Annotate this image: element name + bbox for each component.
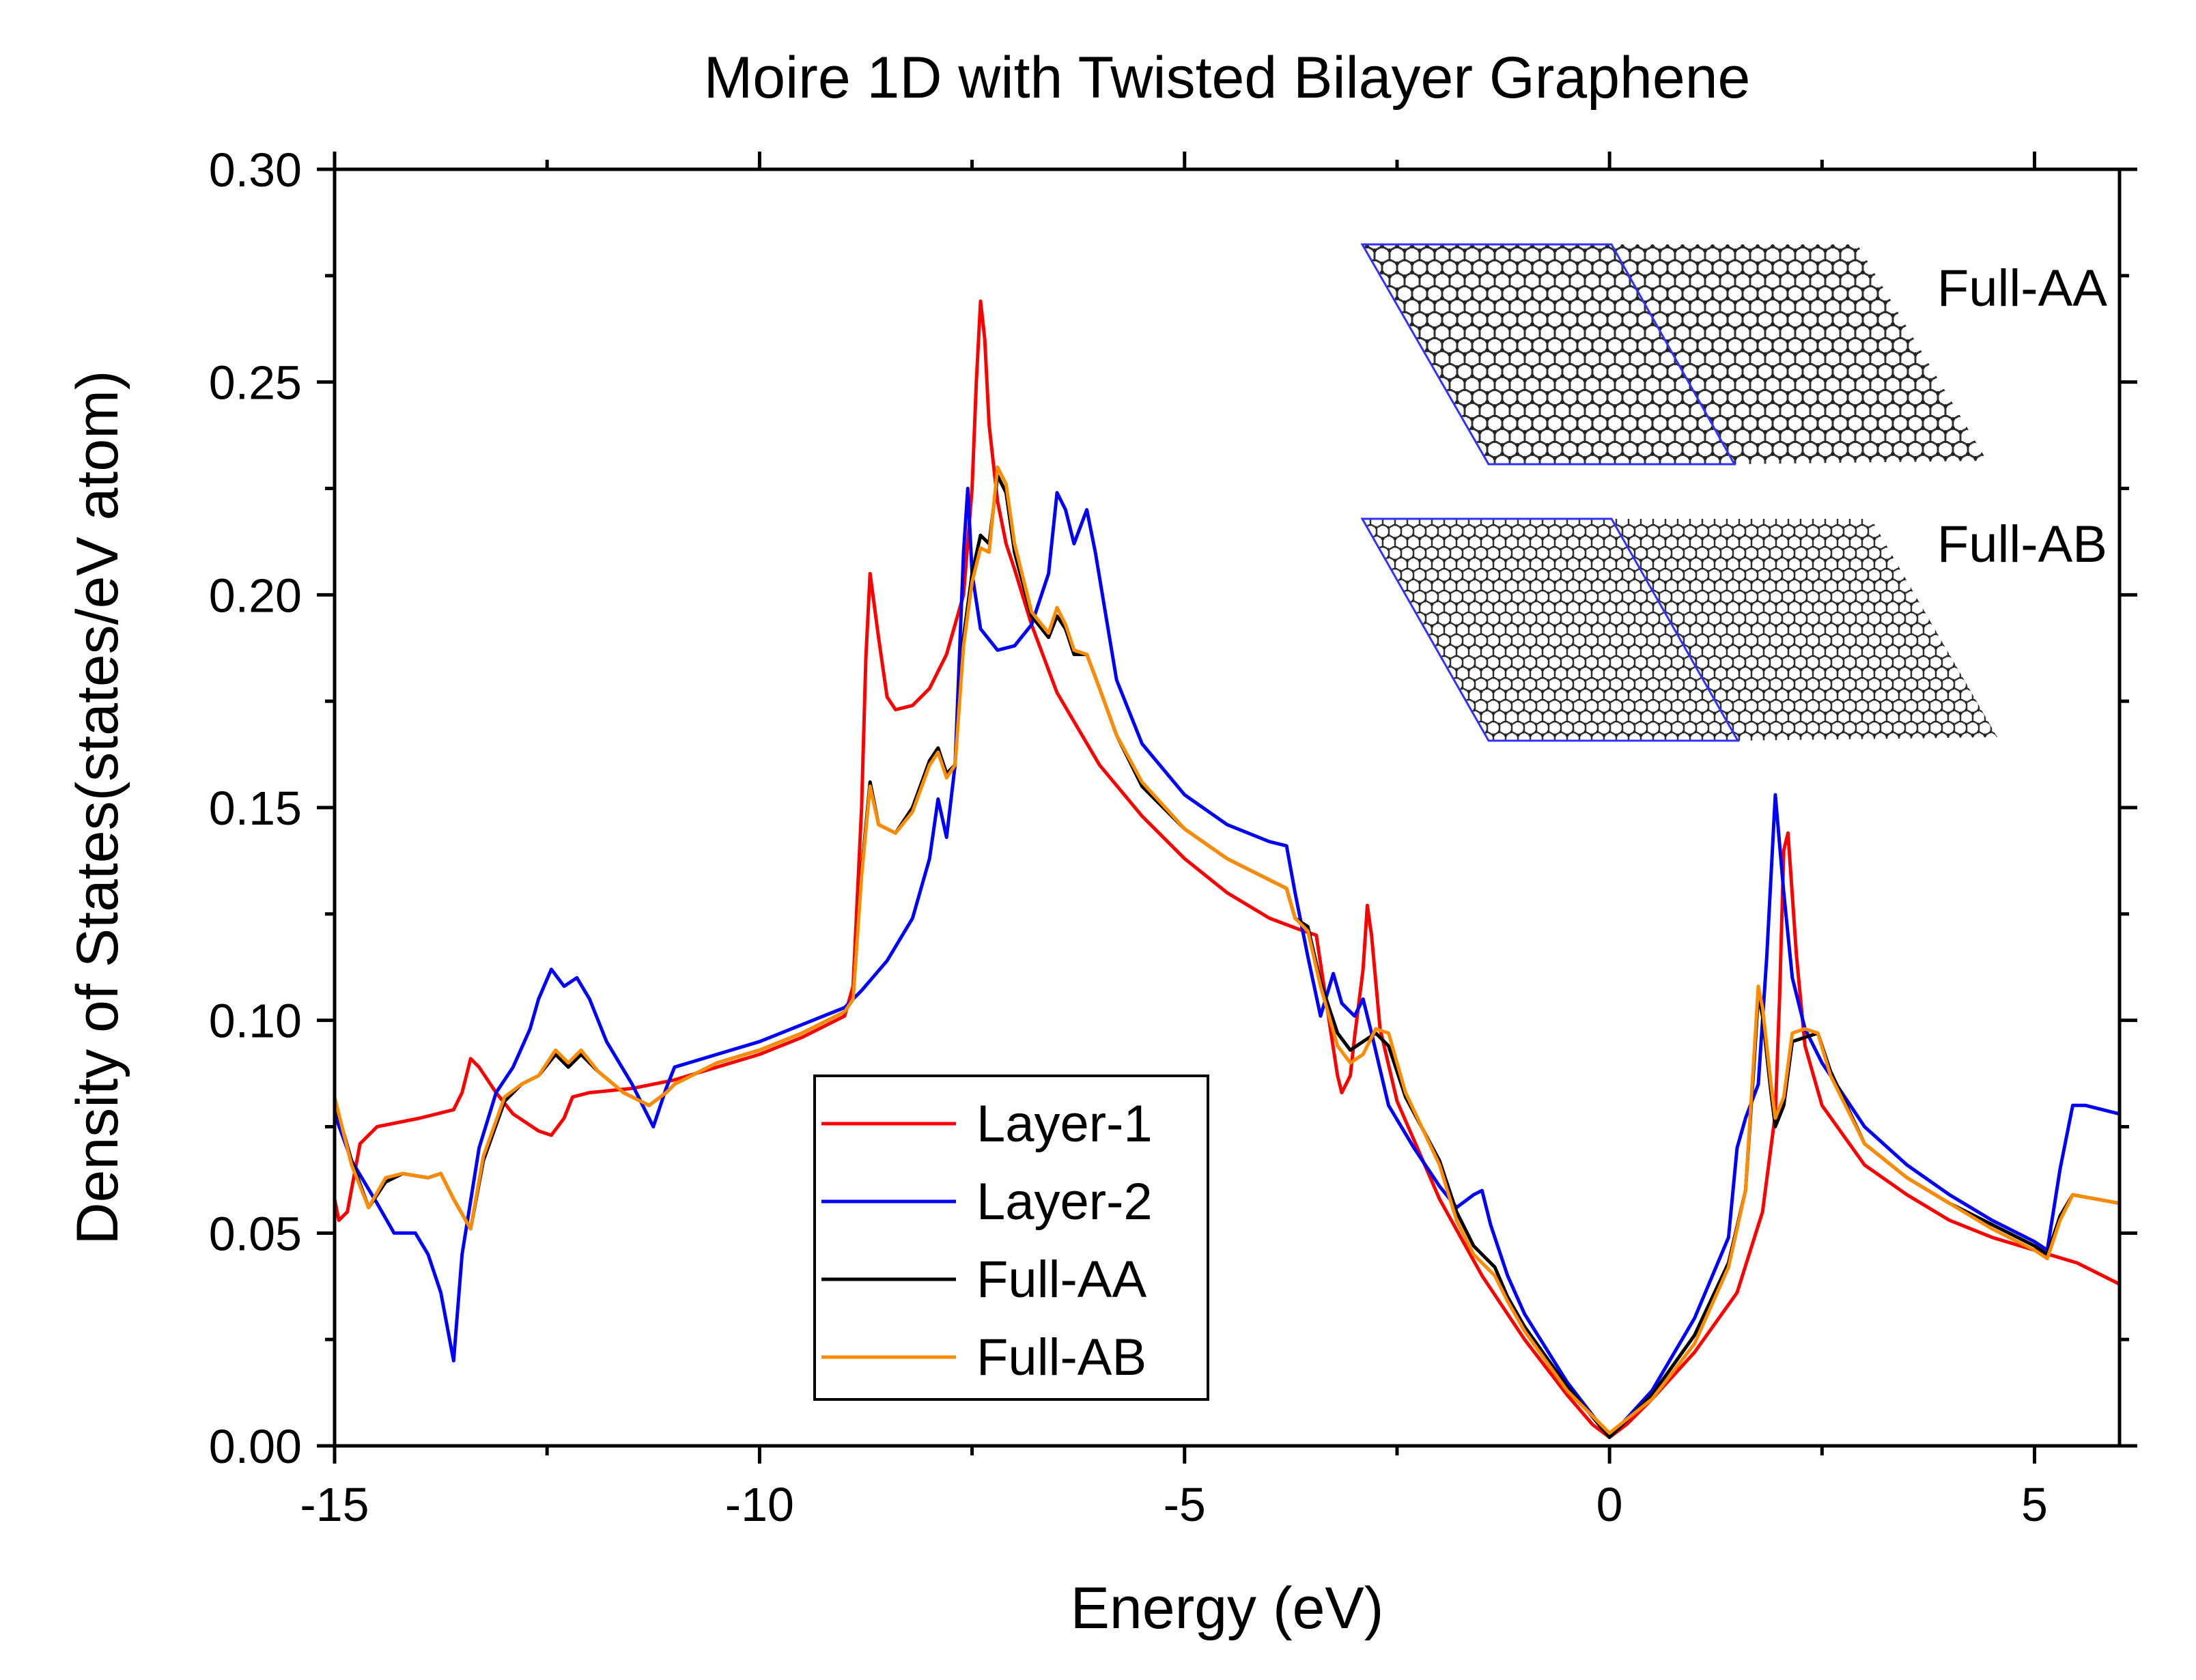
- x-tick-label: -15: [300, 1478, 369, 1531]
- y-tick-label: 0.25: [209, 356, 302, 410]
- plot-area: [335, 299, 2120, 1439]
- structure-image-ab: [1362, 519, 1738, 741]
- structure-inset: Full-AA Full-AB: [1360, 243, 2107, 742]
- series-line-full-ab: [335, 465, 2120, 1435]
- y-tick-label: 0.15: [209, 782, 302, 835]
- chart-title: Moire 1D with Twisted Bilayer Graphene: [704, 45, 1751, 111]
- legend: Layer-1 Layer-2 Full-AA Full-AB: [813, 1074, 1209, 1401]
- y-tick-label: 0.05: [209, 1207, 302, 1260]
- legend-label-full-aa: Full-AA: [976, 1251, 1146, 1309]
- series-line-layer-1: [335, 299, 2120, 1439]
- inset-label-full-ab: Full-AB: [1937, 515, 2107, 573]
- y-axis-label: Density of States(states/eV atom): [65, 371, 130, 1245]
- y-tick-label: 0.10: [209, 995, 302, 1048]
- y-tick-label: 0.20: [209, 569, 302, 622]
- structure-cell-aa: [1360, 243, 1736, 466]
- structure-cell-ab: [1360, 517, 1740, 742]
- x-tick-label: 0: [1596, 1478, 1623, 1531]
- x-tick-label: -5: [1164, 1478, 1206, 1531]
- inset-label-full-aa: Full-AA: [1937, 259, 2107, 317]
- legend-label-layer-1: Layer-1: [976, 1095, 1153, 1153]
- legend-label-layer-2: Layer-2: [976, 1173, 1153, 1231]
- y-tick-label: 0.00: [209, 1420, 302, 1473]
- x-tick-label: 5: [2021, 1478, 2048, 1531]
- y-tick-label: 0.30: [209, 143, 302, 197]
- x-tick-label: -10: [725, 1478, 794, 1531]
- structure-image-ab-right: [1611, 519, 1997, 741]
- legend-box: [813, 1074, 1209, 1401]
- structure-image-aa-right: [1611, 244, 1987, 464]
- legend-label-full-ab: Full-AB: [976, 1328, 1146, 1386]
- x-axis-label: Energy (eV): [1071, 1576, 1384, 1641]
